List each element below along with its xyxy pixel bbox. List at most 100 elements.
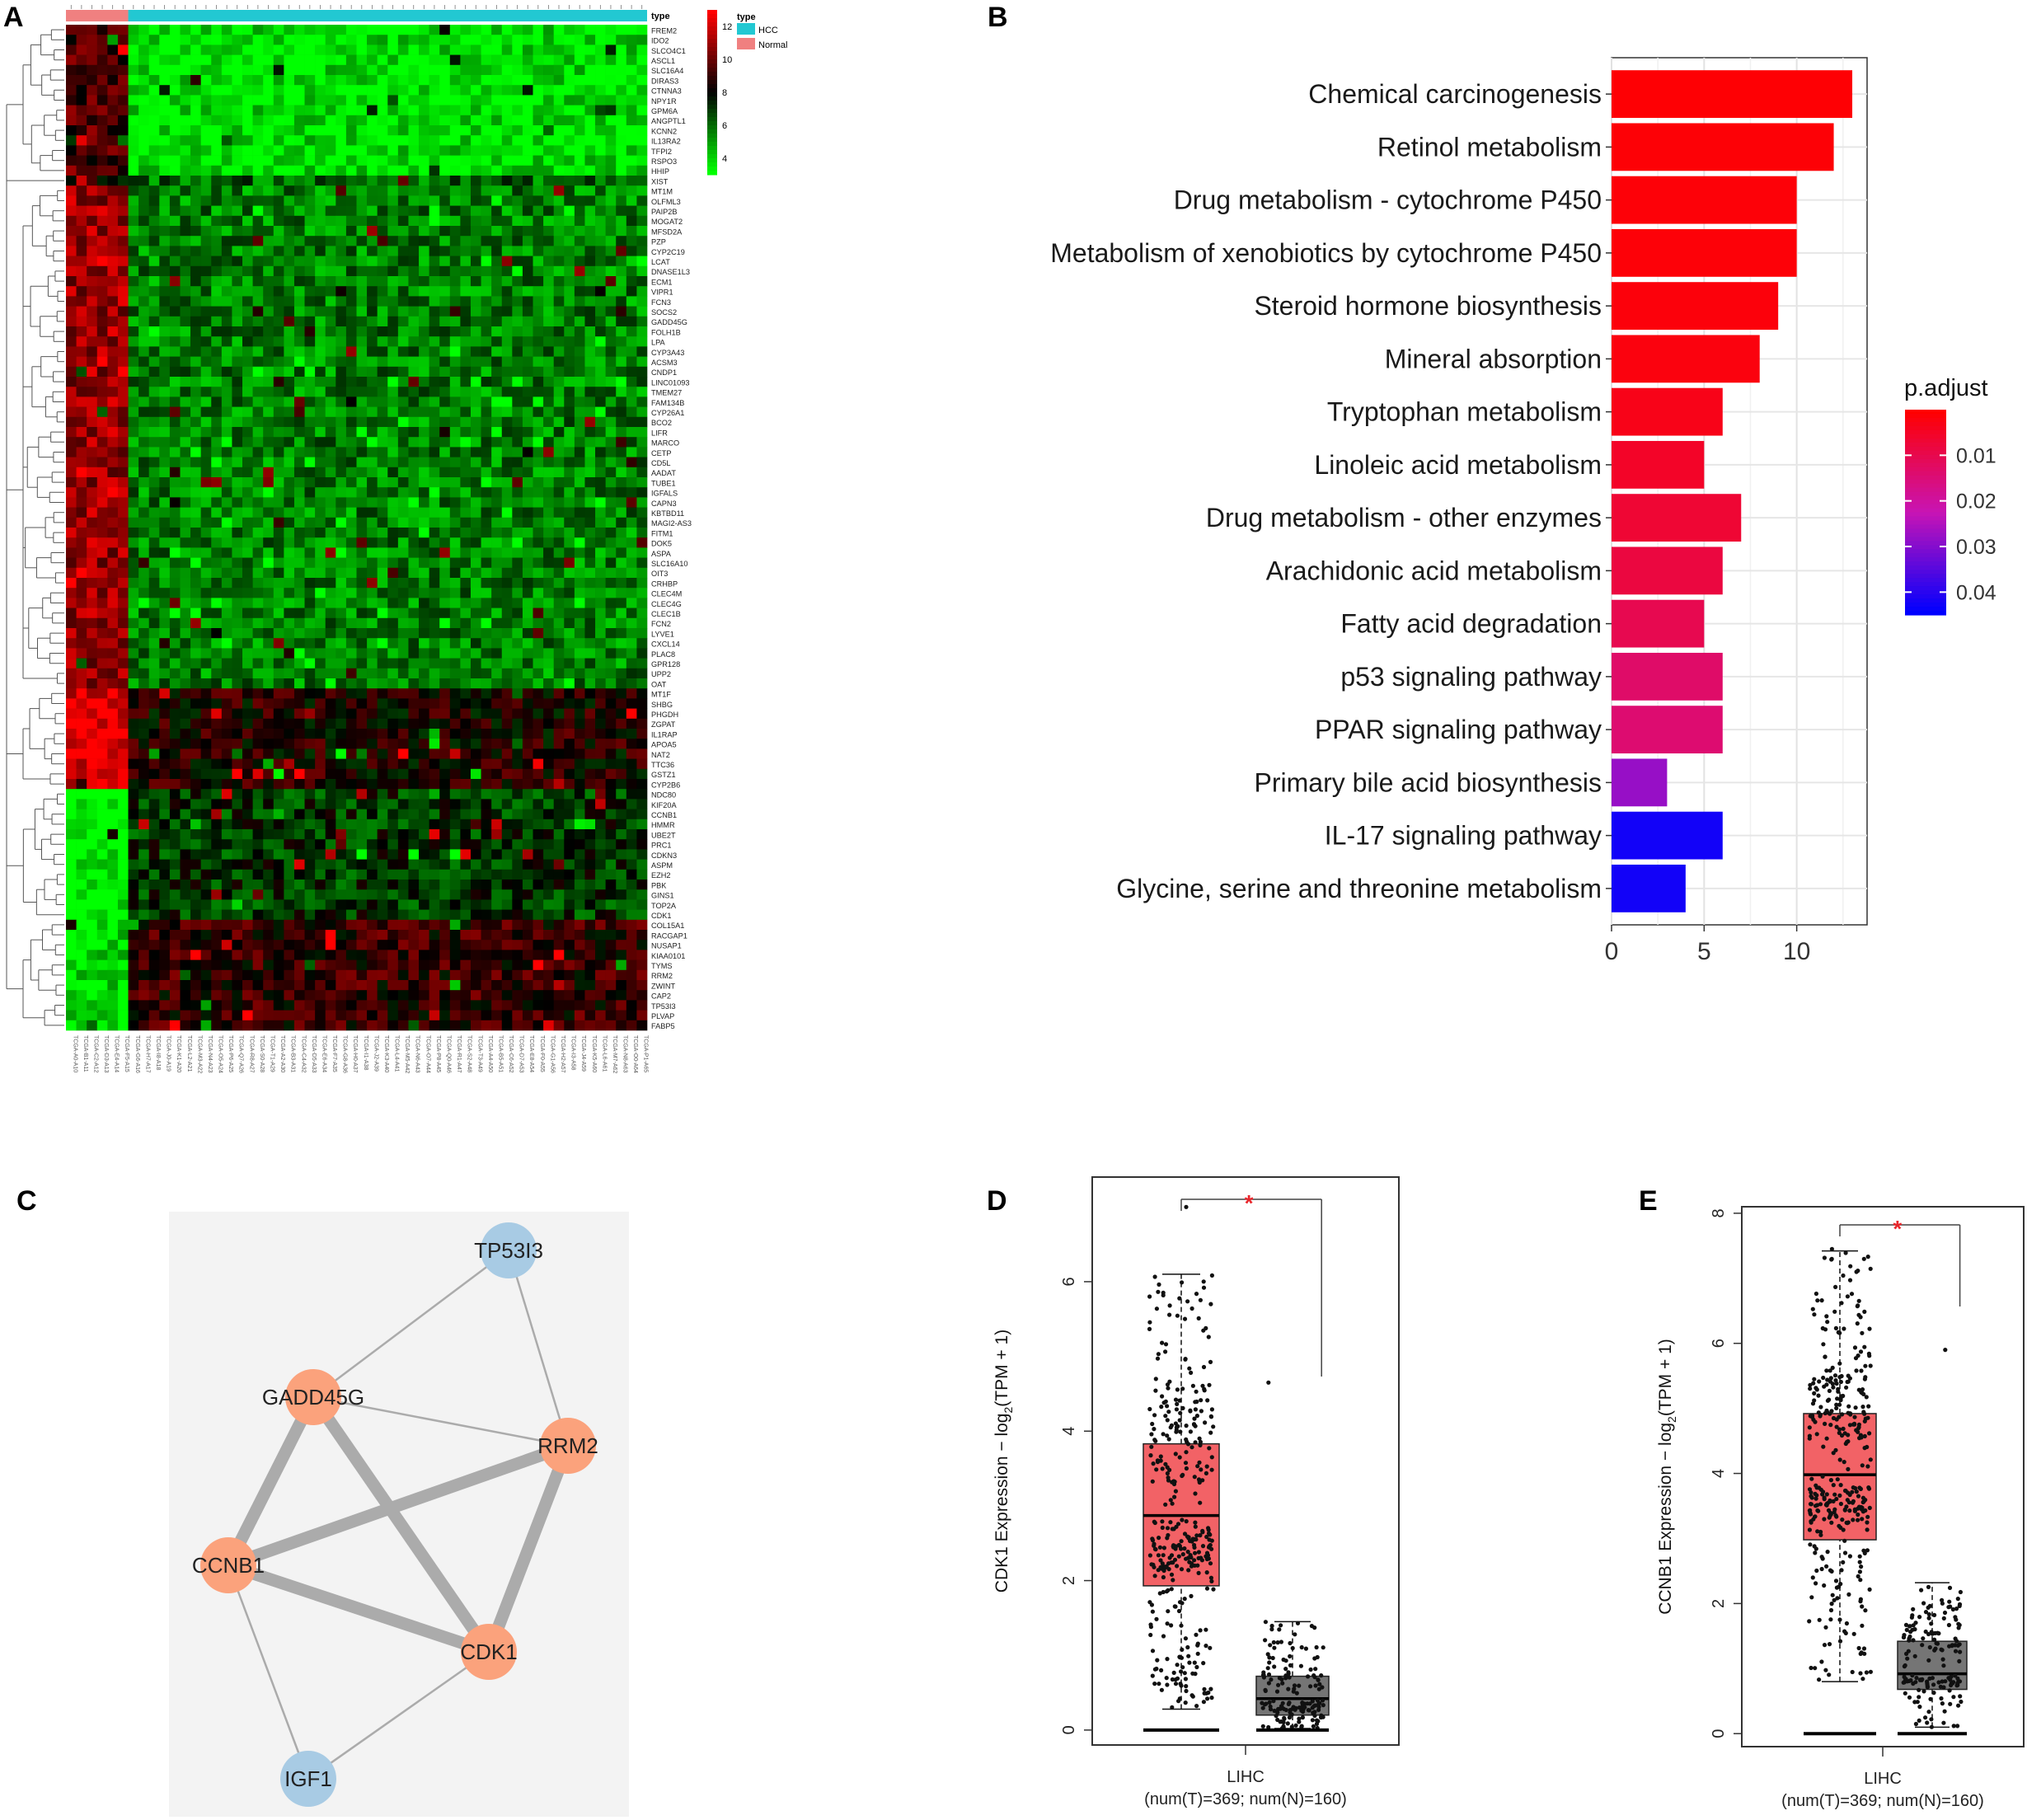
- heatmap-cell: [180, 909, 191, 921]
- heatmap-cell: [148, 588, 160, 598]
- heatmap-cell: [574, 537, 585, 548]
- heatmap-cell: [387, 477, 399, 488]
- heatmap-cell: [501, 779, 513, 790]
- heatmap-cell: [470, 165, 481, 176]
- heatmap-cell: [522, 638, 533, 649]
- heatmap-cell: [356, 517, 368, 528]
- heatmap-cell: [138, 789, 150, 800]
- heatmap-cell: [584, 226, 596, 237]
- heatmap-cell: [76, 306, 87, 317]
- heatmap-cell: [543, 105, 554, 116]
- heatmap-cell: [460, 768, 472, 780]
- heatmap-cell: [76, 809, 87, 820]
- heatmap-cell: [315, 698, 326, 709]
- heatmap-cell: [397, 678, 409, 689]
- heatmap-cell: [96, 215, 108, 227]
- heatmap-cell: [107, 326, 119, 337]
- heatmap-cell: [117, 628, 129, 639]
- heatmap-cell: [200, 739, 212, 749]
- heatmap-cell: [429, 658, 440, 669]
- heatmap-cell: [76, 366, 87, 378]
- heatmap-cell: [148, 125, 160, 136]
- heatmap-cell: [397, 316, 409, 327]
- heatmap-cell: [481, 598, 492, 608]
- heatmap-cell: [543, 226, 554, 237]
- heatmap-cell: [564, 507, 575, 518]
- heatmap-cell: [325, 537, 336, 548]
- heatmap-cell: [574, 607, 585, 619]
- heatmap-cell: [293, 276, 305, 287]
- heatmap-cell: [128, 265, 139, 277]
- heatmap-cell: [263, 35, 274, 45]
- heatmap-cell: [429, 215, 440, 227]
- heatmap-cell: [273, 748, 284, 759]
- heatmap-cell: [522, 889, 533, 900]
- heatmap-cell: [367, 768, 378, 780]
- heatmap-cell: [356, 789, 368, 800]
- heatmap-cell: [408, 387, 420, 397]
- heatmap-cell: [273, 869, 284, 880]
- heatmap-cell: [439, 557, 451, 569]
- heatmap-cell: [242, 477, 253, 488]
- heatmap-cell: [96, 557, 108, 569]
- heatmap-cell: [605, 95, 617, 106]
- heatmap-cell: [148, 35, 160, 45]
- heatmap-cell: [96, 265, 108, 277]
- heatmap-cell: [584, 326, 596, 337]
- heatmap-cell: [522, 869, 533, 880]
- heatmap-cell: [180, 85, 191, 96]
- heatmap-cell: [356, 176, 368, 186]
- heatmap-cell: [273, 185, 284, 196]
- heatmap-cell: [429, 497, 440, 508]
- heatmap-cell: [460, 628, 472, 639]
- heatmap-cell: [616, 95, 627, 106]
- heatmap-cell: [356, 35, 368, 45]
- heatmap-cell: [605, 346, 617, 357]
- heatmap-cell: [574, 869, 585, 880]
- heatmap-cell: [397, 628, 409, 639]
- heatmap-cell: [584, 718, 596, 729]
- heatmap-cell: [252, 839, 264, 850]
- heatmap-cell: [304, 768, 316, 780]
- heatmap-cell: [335, 739, 347, 749]
- heatmap-cell: [367, 799, 378, 809]
- heatmap-cell: [501, 346, 513, 357]
- heatmap-cell: [595, 698, 606, 709]
- heatmap-cell: [117, 125, 129, 136]
- heatmap-cell: [169, 698, 181, 709]
- heatmap-cell: [501, 286, 513, 297]
- heatmap-cell: [397, 406, 409, 418]
- heatmap-cell: [397, 819, 409, 830]
- heatmap-cell: [470, 628, 481, 639]
- heatmap-cell: [169, 849, 181, 860]
- heatmap-cell: [232, 396, 243, 407]
- heatmap-cell: [66, 25, 77, 35]
- heatmap-cell: [335, 537, 347, 548]
- heatmap-cell: [408, 909, 420, 921]
- heatmap-cell: [356, 195, 368, 206]
- heatmap-cell: [315, 487, 326, 498]
- heatmap-cell: [273, 768, 284, 780]
- heatmap-cell: [605, 296, 617, 307]
- heatmap-cell: [564, 226, 575, 237]
- heatmap-cell: [273, 638, 284, 649]
- heatmap-cell: [419, 809, 429, 820]
- heatmap-cell: [200, 35, 212, 45]
- heatmap-cell: [387, 45, 399, 55]
- heatmap-cell: [200, 387, 212, 397]
- heatmap-cell: [470, 195, 481, 206]
- heatmap-cell: [221, 457, 232, 468]
- heatmap-cell: [148, 95, 160, 106]
- heatmap-cell: [315, 427, 326, 438]
- heatmap-cell: [449, 306, 461, 317]
- heatmap-cell: [636, 256, 648, 267]
- heatmap-cell: [574, 427, 585, 438]
- heatmap-cell: [159, 668, 171, 679]
- heatmap-cell: [66, 226, 77, 237]
- heatmap-cell: [356, 447, 368, 457]
- heatmap-cell: [252, 416, 264, 428]
- heatmap-cell: [66, 215, 77, 227]
- heatmap-cell: [335, 427, 347, 438]
- heatmap-cell: [595, 215, 606, 227]
- heatmap-cell: [284, 658, 295, 669]
